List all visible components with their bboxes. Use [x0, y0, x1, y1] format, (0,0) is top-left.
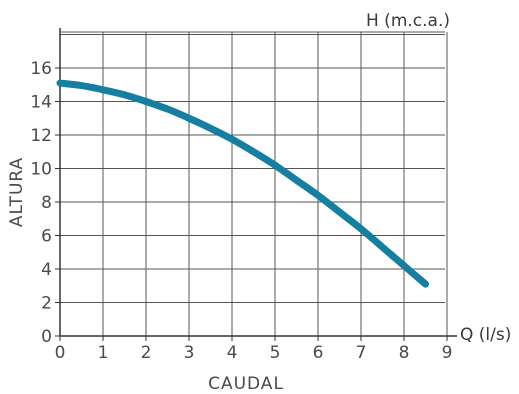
pump-curve-line — [56, 79, 429, 288]
x-tick-label: 7 — [356, 343, 367, 363]
y-tick-label: 6 — [41, 227, 52, 247]
y-unit-label: H (m.c.a.) — [366, 11, 450, 31]
x-tick-label: 2 — [141, 343, 152, 363]
y-tick-label: 2 — [41, 294, 52, 314]
x-tick-label: 5 — [270, 343, 281, 363]
x-tick-label: 4 — [227, 343, 238, 363]
y-tick-label: 10 — [30, 160, 52, 180]
y-tick-label: 8 — [41, 193, 52, 213]
series-layer — [56, 79, 429, 288]
y-tick-label: 4 — [41, 260, 52, 280]
axes — [55, 28, 457, 341]
y-tick-label: 12 — [30, 126, 52, 146]
x-tick-label: 3 — [184, 343, 195, 363]
y-axis-title: ALTURA — [7, 157, 27, 227]
y-tick-label: 14 — [30, 93, 52, 113]
x-tick-label: 6 — [313, 343, 324, 363]
y-tick-label: 0 — [41, 327, 52, 347]
x-tick-label: 8 — [399, 343, 410, 363]
x-unit-label: Q (l/s) — [460, 325, 511, 345]
grid — [60, 32, 448, 336]
x-tick-label: 0 — [55, 343, 66, 363]
y-tick-label: 16 — [30, 59, 52, 79]
x-tick-label: 9 — [442, 343, 453, 363]
x-tick-label: 1 — [98, 343, 109, 363]
x-axis-title: CAUDAL — [208, 374, 284, 394]
